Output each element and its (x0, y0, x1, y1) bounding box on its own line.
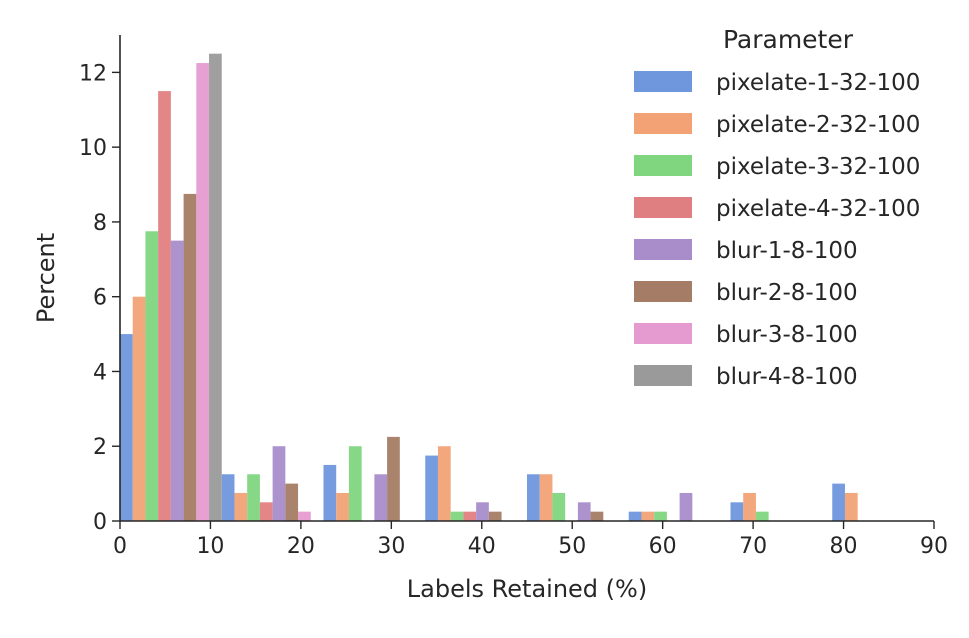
y-tick-label: 10 (79, 136, 107, 161)
bar-pixelate-2-32-100-bin-6 (743, 492, 756, 521)
bar-pixelate-2-32-100-bin-2 (336, 492, 349, 521)
x-tick-label: 50 (558, 534, 586, 559)
x-tick-label: 70 (739, 534, 767, 559)
y-tick-label: 12 (79, 61, 107, 86)
bar-blur-2-8-100-bin-2 (387, 436, 400, 521)
bar-pixelate-4-32-100-bin-1 (259, 502, 273, 521)
y-tick-label: 6 (93, 286, 107, 311)
bar-pixelate-3-32-100-bin-1 (247, 474, 260, 521)
legend-swatch-blur-4-8-100 (634, 365, 692, 386)
bar-blur-1-8-100-bin-2 (374, 474, 388, 521)
legend-label: pixelate-1-32-100 (716, 70, 920, 96)
legend-swatch-pixelate-4-32-100 (634, 197, 692, 218)
bar-pixelate-3-32-100-bin-2 (348, 446, 362, 521)
legend-label: blur-3-8-100 (716, 322, 858, 348)
bar-pixelate-2-32-100-bin-5 (641, 511, 655, 521)
bar-pixelate-2-32-100-bin-1 (234, 492, 248, 521)
bar-blur-1-8-100-bin-0 (170, 240, 184, 521)
bar-blur-1-8-100-bin-1 (272, 446, 286, 521)
x-axis-label: Labels Retained (%) (407, 575, 647, 603)
legend-swatch-pixelate-3-32-100 (634, 155, 692, 176)
y-tick-label: 2 (93, 435, 107, 460)
y-axis-label: Percent (32, 233, 60, 323)
y-tick-label: 0 (93, 510, 107, 535)
bar-pixelate-4-32-100-bin-0 (158, 91, 171, 522)
y-tick-label: 4 (93, 360, 107, 385)
bar-pixelate-1-32-100-bin-5 (628, 511, 642, 521)
x-tick-label: 0 (113, 534, 127, 559)
legend-title: Parameter (723, 25, 854, 54)
bar-blur-2-8-100-bin-4 (590, 511, 604, 521)
bar-pixelate-3-32-100-bin-3 (450, 511, 464, 521)
legend-swatch-blur-2-8-100 (634, 281, 692, 302)
axes-layer: 0 10 20 30 40 50 60 70 80 90 0 2 4 6 8 10 12 (79, 35, 948, 559)
legend-label: blur-4-8-100 (716, 364, 858, 390)
x-tick-label: 60 (649, 534, 677, 559)
bar-pixelate-1-32-100-bin-6 (730, 502, 744, 521)
bar-pixelate-1-32-100-bin-2 (323, 464, 337, 521)
bar-pixelate-4-32-100-bin-3 (463, 511, 477, 521)
bar-pixelate-1-32-100-bin-1 (221, 474, 235, 521)
bar-pixelate-2-32-100-bin-3 (437, 446, 451, 521)
bar-pixelate-3-32-100-bin-4 (552, 492, 566, 521)
legend: Parameter pixelate-1-32-100 pixelate-2-32… (634, 25, 920, 390)
x-tick-label: 80 (830, 534, 858, 559)
bar-blur-2-8-100-bin-0 (183, 193, 197, 521)
legend-swatch-pixelate-2-32-100 (634, 113, 692, 134)
legend-label: pixelate-3-32-100 (716, 154, 920, 180)
bar-blur-4-8-100-bin-0 (209, 53, 222, 521)
legend-label: blur-1-8-100 (716, 238, 858, 264)
bar-pixelate-2-32-100-bin-7 (844, 492, 858, 521)
x-tick-label: 30 (377, 534, 405, 559)
legend-swatch-blur-1-8-100 (634, 239, 692, 260)
x-tick-label: 20 (287, 534, 315, 559)
bar-pixelate-1-32-100-bin-7 (832, 483, 845, 521)
bar-pixelate-2-32-100-bin-0 (132, 296, 146, 521)
legend-label: pixelate-2-32-100 (716, 112, 920, 138)
bar-pixelate-2-32-100-bin-4 (539, 474, 553, 521)
bar-pixelate-3-32-100-bin-6 (755, 511, 769, 521)
bar-pixelate-1-32-100-bin-3 (425, 455, 438, 521)
y-tick-label: 8 (93, 211, 107, 236)
x-tick-label: 90 (920, 534, 948, 559)
x-tick-label: 10 (196, 534, 224, 559)
bar-pixelate-3-32-100-bin-0 (145, 231, 159, 521)
legend-swatch-blur-3-8-100 (634, 323, 692, 344)
legend-label: pixelate-4-32-100 (716, 196, 920, 222)
bar-blur-3-8-100-bin-0 (196, 63, 210, 522)
bar-blur-2-8-100-bin-3 (488, 511, 502, 521)
bars-layer (120, 53, 858, 522)
bar-pixelate-3-32-100-bin-5 (654, 511, 667, 521)
bar-blur-2-8-100-bin-1 (285, 483, 299, 521)
bar-pixelate-1-32-100-bin-4 (527, 474, 540, 521)
bar-blur-3-8-100-bin-1 (298, 511, 311, 521)
x-tick-label: 40 (468, 534, 496, 559)
bar-pixelate-1-32-100-bin-0 (120, 334, 133, 521)
bar-blur-1-8-100-bin-4 (577, 502, 591, 521)
legend-swatch-pixelate-1-32-100 (634, 71, 692, 92)
legend-label: blur-2-8-100 (716, 280, 858, 306)
bar-blur-1-8-100-bin-3 (476, 502, 489, 521)
bar-blur-1-8-100-bin-5 (679, 492, 693, 521)
